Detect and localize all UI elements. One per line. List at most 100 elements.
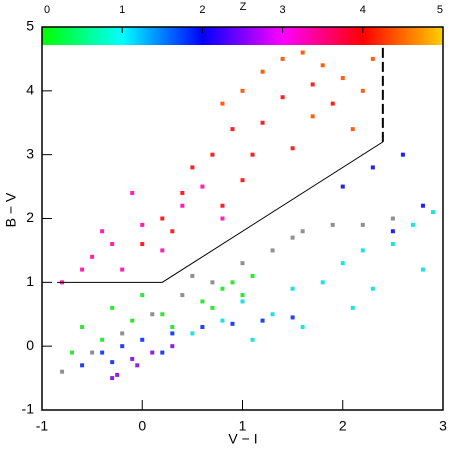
data-point	[180, 293, 185, 298]
data-point	[80, 267, 85, 272]
data-point	[100, 337, 105, 342]
data-point	[170, 344, 175, 349]
data-point	[270, 248, 275, 253]
data-point	[170, 331, 175, 336]
data-point	[240, 299, 245, 304]
y-tick-label: 3	[26, 145, 34, 161]
data-point	[400, 152, 405, 157]
data-point	[170, 325, 175, 330]
data-point	[70, 350, 75, 355]
data-point	[210, 305, 215, 310]
data-point	[110, 376, 115, 381]
colorbar-tick-label: 0	[44, 4, 50, 16]
data-point	[370, 56, 375, 61]
data-point	[420, 203, 425, 208]
data-point	[360, 248, 365, 253]
data-point	[280, 56, 285, 61]
colorbar-tick-label: 1	[119, 4, 125, 16]
data-point	[110, 360, 115, 365]
data-point	[330, 101, 335, 106]
data-point	[290, 235, 295, 240]
data-point	[170, 229, 175, 234]
data-point	[160, 248, 165, 253]
x-tick-label: -1	[36, 418, 49, 434]
data-point	[200, 299, 205, 304]
data-point	[230, 280, 235, 285]
data-point	[220, 286, 225, 291]
data-point	[240, 178, 245, 183]
data-point	[320, 280, 325, 285]
data-point	[90, 254, 95, 259]
data-point	[220, 101, 225, 106]
data-point	[200, 325, 205, 330]
data-point	[250, 273, 255, 278]
data-point	[200, 184, 205, 189]
data-point	[240, 293, 245, 298]
data-point	[390, 216, 395, 221]
data-point	[300, 325, 305, 330]
x-tick-label: 2	[339, 418, 347, 434]
data-point	[100, 350, 105, 355]
data-point	[370, 165, 375, 170]
data-point	[115, 372, 120, 377]
boundary-line	[57, 141, 384, 283]
data-point	[100, 229, 105, 234]
data-point	[190, 273, 195, 278]
data-point	[340, 184, 345, 189]
data-point	[130, 318, 135, 323]
x-axis-label: V − I	[228, 431, 257, 447]
data-point	[240, 88, 245, 93]
data-point	[320, 63, 325, 68]
data-point	[110, 305, 115, 310]
data-point	[240, 261, 245, 266]
data-point	[110, 242, 115, 247]
data-point	[180, 190, 185, 195]
x-tick-label: 0	[138, 418, 146, 434]
data-point	[420, 267, 425, 272]
y-tick-label: 1	[26, 273, 34, 289]
y-tick-label: 4	[26, 82, 34, 98]
data-point	[150, 350, 155, 355]
data-point	[135, 363, 140, 368]
x-tick-label: 3	[439, 418, 447, 434]
data-point	[130, 190, 135, 195]
data-point	[150, 312, 155, 317]
data-point	[210, 152, 215, 157]
colorbar-tick-label: 3	[280, 4, 286, 16]
data-point	[260, 120, 265, 125]
data-point	[190, 165, 195, 170]
colorbar-tick-label: 4	[360, 4, 366, 16]
data-point	[390, 242, 395, 247]
data-point	[290, 286, 295, 291]
data-point	[90, 350, 95, 355]
data-point	[350, 305, 355, 310]
y-tick-label: 0	[26, 337, 34, 353]
data-point	[180, 203, 185, 208]
data-point	[80, 363, 85, 368]
data-point	[220, 318, 225, 323]
data-point	[360, 222, 365, 227]
data-point	[360, 88, 365, 93]
data-point	[230, 127, 235, 132]
data-point	[370, 286, 375, 291]
data-point	[160, 350, 165, 355]
data-point	[220, 216, 225, 221]
data-point	[430, 210, 435, 215]
colorbar-label: Z	[240, 1, 247, 13]
y-tick-label: 5	[26, 18, 34, 34]
y-axis-label: B − V	[3, 192, 19, 227]
data-point	[140, 293, 145, 298]
data-point	[300, 50, 305, 55]
data-point	[340, 261, 345, 266]
data-point	[140, 222, 145, 227]
data-point	[300, 229, 305, 234]
data-point	[410, 222, 415, 227]
data-point	[350, 127, 355, 132]
data-point	[140, 242, 145, 247]
data-point	[310, 114, 315, 119]
data-point	[160, 312, 165, 317]
data-point	[120, 331, 125, 336]
y-tick-label: -1	[22, 401, 35, 417]
data-point	[60, 369, 65, 374]
